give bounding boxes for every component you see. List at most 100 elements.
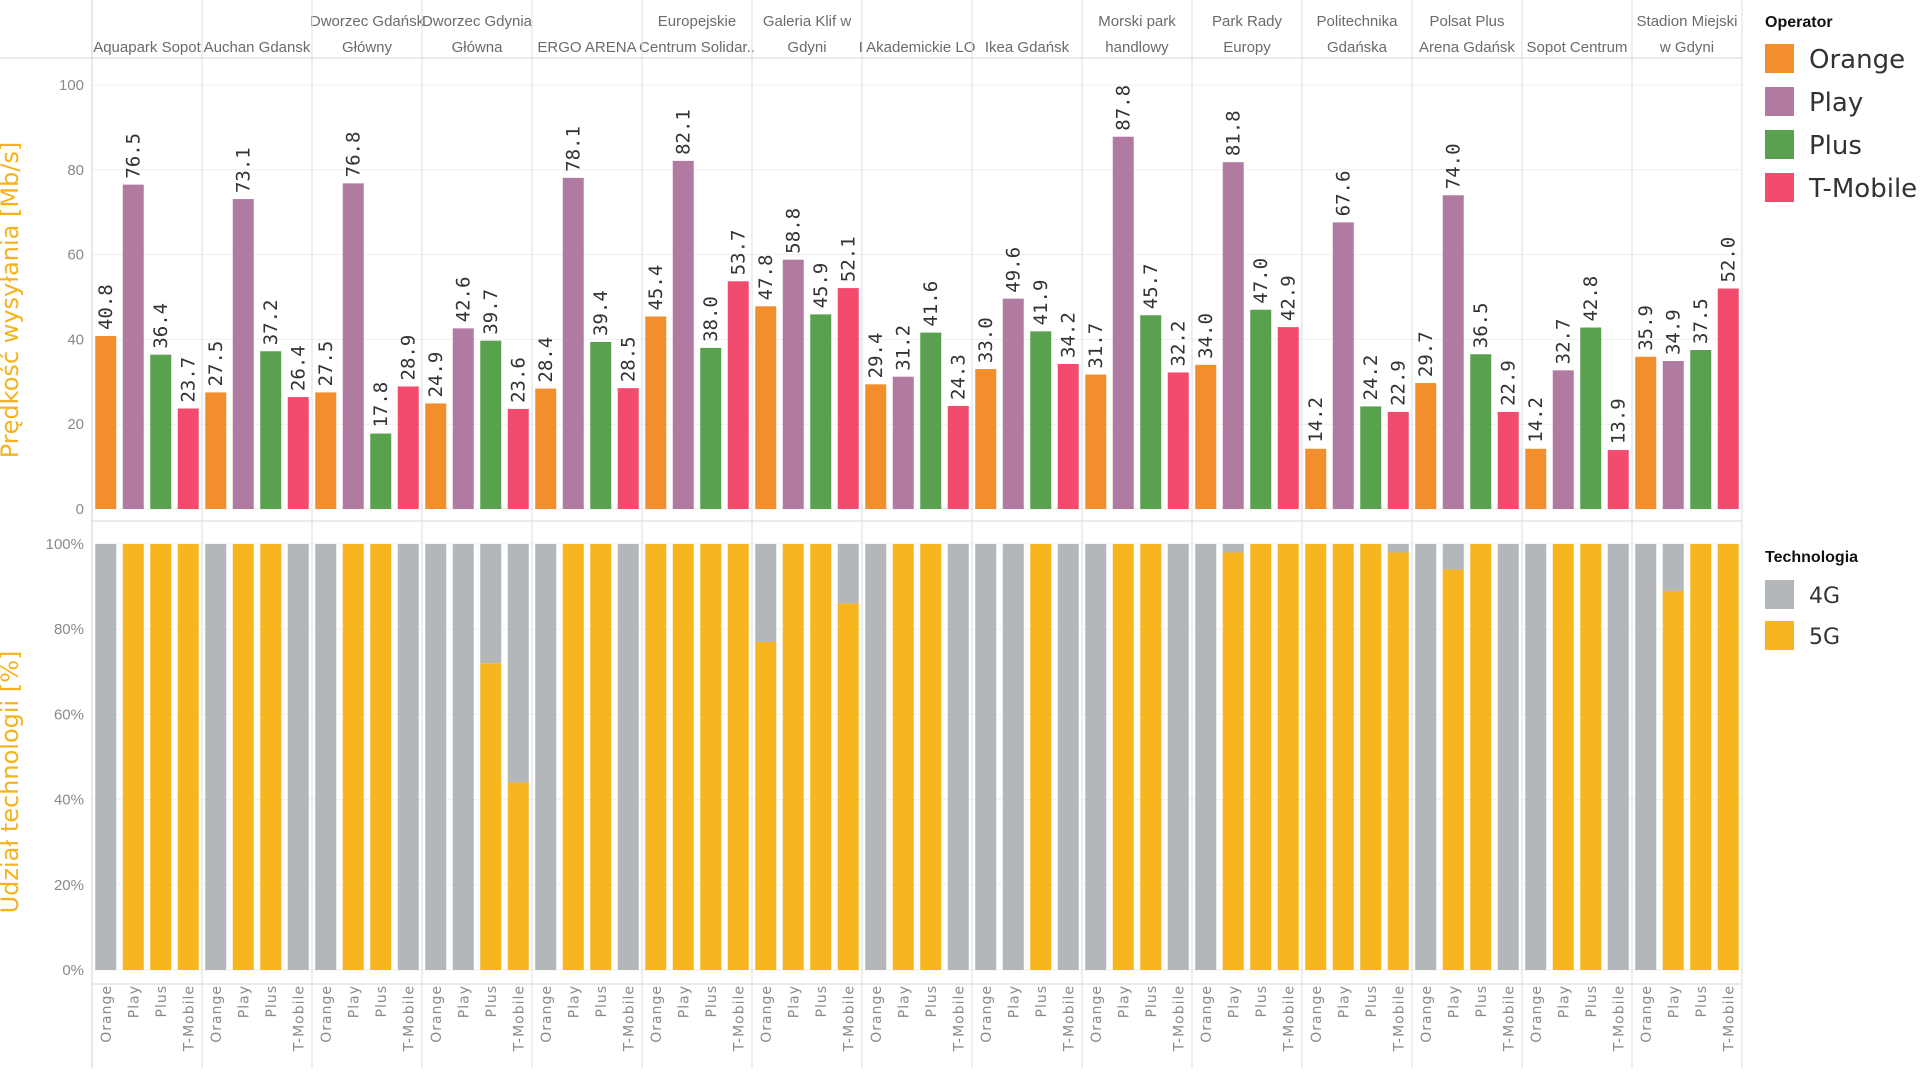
share-bar-5g — [1030, 544, 1052, 970]
category-header: Arena Gdańsk — [1419, 39, 1515, 56]
speed-value-label: 87.8 — [1112, 85, 1134, 131]
x-axis-operator-label: T-Mobile — [1061, 985, 1077, 1052]
share-bar-5g — [122, 544, 144, 970]
category-header-line1: Morski park — [1098, 13, 1176, 30]
share-bar-5g — [1470, 544, 1492, 970]
speed-bar-play — [892, 376, 914, 509]
legend-label: T-Mobile — [1808, 174, 1917, 204]
share-bar-4g — [1497, 544, 1519, 970]
share-bar-4g — [617, 544, 639, 970]
x-axis-operator-label: Plus — [374, 985, 390, 1018]
speed-value-label: 28.4 — [535, 337, 557, 383]
share-bar-5g — [810, 544, 832, 970]
x-axis-operator-label: Plus — [704, 985, 720, 1018]
share-bar-5g — [782, 544, 804, 970]
x-axis-operator-label: Orange — [429, 985, 445, 1043]
speed-bar-play — [1222, 162, 1244, 509]
x-axis-operator-label: T-Mobile — [1281, 985, 1297, 1052]
share-bar-4g — [397, 544, 419, 970]
share-bar-5g — [150, 544, 172, 970]
speed-bar-play — [1662, 361, 1684, 509]
share-bar-5g — [1305, 544, 1327, 970]
speed-bar-plus — [1360, 406, 1382, 509]
x-axis-operator-label: T-Mobile — [181, 985, 197, 1052]
speed-value-label: 45.9 — [810, 263, 832, 309]
share-bar-4g — [287, 544, 309, 970]
speed-bar-play — [122, 184, 144, 509]
speed-value-label: 38.0 — [700, 296, 722, 342]
speed-bar-t-mobile — [397, 386, 419, 509]
share-bar-5g — [727, 544, 749, 970]
category-header-line1: Politechnika — [1317, 13, 1399, 30]
speed-value-label: 41.9 — [1030, 280, 1052, 326]
speed-value-label: 14.2 — [1305, 397, 1327, 443]
speed-value-label: 24.9 — [425, 352, 447, 398]
speed-value-label: 52.0 — [1717, 237, 1739, 283]
share-bar-4g — [1057, 544, 1079, 970]
x-axis-operator-label: Plus — [1144, 985, 1160, 1018]
x-axis-operator-label: Orange — [1419, 985, 1435, 1043]
category-header: Ikea Gdańsk — [985, 39, 1070, 56]
speed-value-label: 36.5 — [1470, 302, 1492, 348]
speed-bar-plus — [150, 354, 172, 509]
share-bar-4g — [1442, 544, 1464, 570]
speed-bar-plus — [370, 433, 392, 509]
speed-bar-plus — [1030, 331, 1052, 509]
speed-bar-play — [782, 259, 804, 509]
speed-bar-play — [1552, 370, 1574, 509]
share-bar-4g — [1002, 544, 1024, 970]
speed-value-label: 17.8 — [370, 382, 392, 428]
speed-value-label: 52.1 — [837, 236, 859, 282]
speed-value-label: 39.7 — [480, 289, 502, 335]
x-axis-operator-label: Orange — [1089, 985, 1105, 1043]
speed-bar-t-mobile — [1167, 372, 1189, 509]
legend-swatch-4g — [1765, 580, 1794, 609]
top-y-axis-title: Prędkość wysyłania [Mb/s] — [0, 142, 24, 459]
x-axis-operator-label: Play — [1556, 985, 1572, 1018]
speed-value-label: 76.8 — [342, 132, 364, 178]
speed-bar-orange — [1195, 364, 1217, 509]
speed-value-label: 37.5 — [1690, 298, 1712, 344]
speed-value-label: 49.6 — [1002, 247, 1024, 293]
speed-value-label: 28.5 — [617, 336, 639, 382]
technology-legend-title: Technologia — [1765, 549, 1858, 566]
share-bar-5g — [1140, 544, 1162, 970]
category-header: Główna — [452, 39, 504, 56]
share-bar-4g — [1195, 544, 1217, 970]
x-axis-operator-label: Play — [1336, 985, 1352, 1018]
share-bar-5g — [507, 782, 529, 970]
share-bar-5g — [370, 544, 392, 970]
speed-bar-plus — [1250, 309, 1272, 509]
top-y-tick-label: 0 — [76, 501, 84, 518]
x-axis-operator-label: Plus — [154, 985, 170, 1018]
speed-bar-t-mobile — [1717, 288, 1739, 509]
speed-bar-t-mobile — [837, 288, 859, 509]
share-bar-4g — [1415, 544, 1437, 970]
x-axis-operator-label: Plus — [484, 985, 500, 1018]
share-bar-4g — [452, 544, 474, 970]
speed-value-label: 82.1 — [672, 109, 694, 155]
share-bar-5g — [755, 641, 777, 970]
speed-bar-play — [1002, 298, 1024, 509]
speed-value-label: 31.7 — [1085, 323, 1107, 369]
speed-bar-play — [562, 177, 584, 509]
share-bar-5g — [672, 544, 694, 970]
speed-value-label: 24.2 — [1360, 355, 1382, 401]
speed-bar-orange — [645, 316, 667, 509]
speed-bar-t-mobile — [507, 408, 529, 509]
legend-swatch-t-mobile — [1765, 173, 1794, 202]
legend-swatch-plus — [1765, 130, 1794, 159]
x-axis-operator-label: Plus — [264, 985, 280, 1018]
top-y-tick-label: 100 — [59, 77, 84, 94]
speed-bar-orange — [975, 369, 997, 509]
top-y-tick-label: 40 — [67, 331, 84, 348]
legend-swatch-5g — [1765, 621, 1794, 650]
operator-legend-title: Operator — [1765, 14, 1833, 31]
category-header-line1: Park Rady — [1212, 13, 1283, 30]
speed-value-label: 22.9 — [1387, 360, 1409, 406]
x-axis-operator-label: Play — [126, 985, 142, 1018]
category-header: Aquapark Sopot — [93, 39, 201, 56]
category-header: w Gdyni — [1659, 39, 1714, 56]
share-bar-5g — [1690, 544, 1712, 970]
speed-value-label: 34.9 — [1662, 309, 1684, 355]
